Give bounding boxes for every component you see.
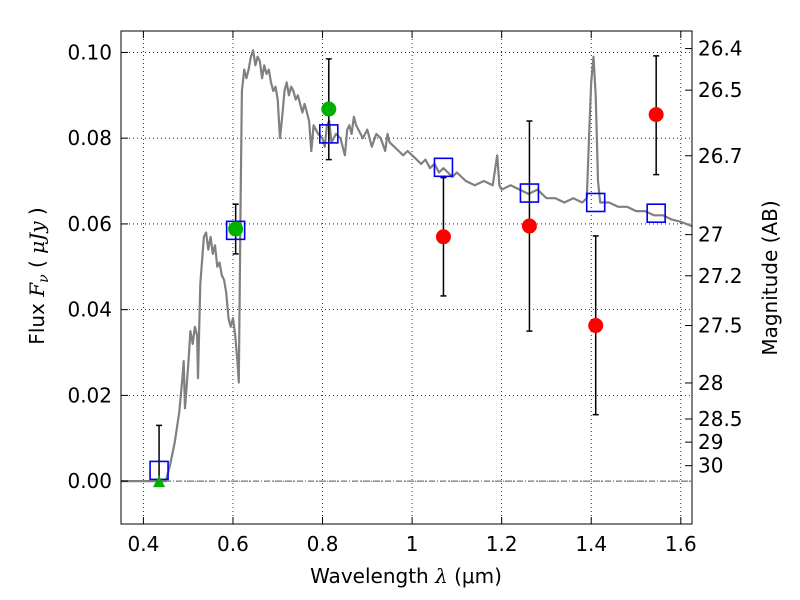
model-box-marker [646,203,666,223]
green-upper-limit-triangle [153,475,166,488]
y-tick-label: 0.02 [67,383,112,407]
y2-tick-label: 27 [698,223,723,247]
x-tick-label: 1 [406,532,419,556]
y-axis-title: Flux Fν ( μJy ) [25,207,52,344]
x-tick-label: 0.6 [217,532,249,556]
red-data-point [435,229,451,245]
x-tick-label: 0.4 [127,532,159,556]
y-tick-label: 0.00 [67,469,112,493]
y2-tick-label: 28.5 [698,407,743,431]
tick-marks [121,31,692,524]
marker-layer [149,101,666,488]
y2-tick-label: 29 [698,430,723,454]
x-tick-labels: 0.4 0.6 0.8 1 1.2 1.4 1.6 [127,532,696,556]
green-data-point [228,221,244,237]
y-tick-labels: 0.00 0.02 0.04 0.06 0.08 0.10 [67,40,112,493]
model-box-marker [585,192,606,213]
y-tick-label: 0.08 [67,126,112,150]
green-data-point [321,101,337,117]
red-data-point [648,107,664,123]
x-tick-label: 1.4 [575,532,607,556]
y2-tick-label: 30 [698,454,723,478]
model-box-marker [433,157,454,178]
model-box-marker [519,183,540,203]
y2-tick-label: 27.2 [698,264,743,288]
y-tick-label: 0.04 [67,298,112,322]
x-tick-label: 0.8 [307,532,339,556]
x-tick-label: 1.6 [665,532,697,556]
y2-tick-label: 28 [698,371,723,395]
y2-axis-title: Magnitude (AB) [758,200,782,355]
x-axis-title: Wavelength λ (μm) [310,564,502,588]
y-tick-label: 0.06 [67,212,112,236]
y2-tick-label: 26.7 [698,144,743,168]
model-box-marker [318,124,339,144]
y2-tick-label: 26.4 [698,37,743,61]
plot-frame [120,30,693,525]
red-data-point [521,218,537,234]
y2-tick-label: 27.5 [698,314,743,338]
red-data-point [588,318,604,334]
x-tick-label: 1.2 [486,532,518,556]
y2-tick-label: 26.5 [698,78,743,102]
y-tick-label: 0.10 [67,40,112,64]
model-box-marker [225,220,246,241]
